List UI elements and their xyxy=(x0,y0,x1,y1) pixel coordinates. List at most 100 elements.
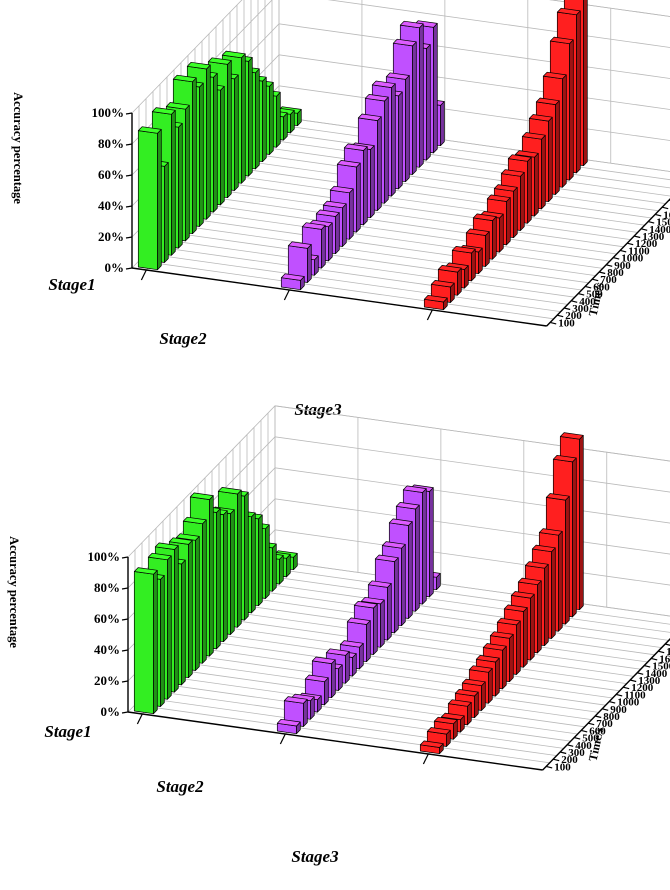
bar-top-face xyxy=(276,718,301,727)
bar-top-face xyxy=(542,71,567,80)
bar-side-face xyxy=(569,39,574,181)
bar-top-face xyxy=(133,567,158,575)
time-tick-label: 200 xyxy=(565,310,582,322)
gridline xyxy=(222,174,638,233)
bar-top-face xyxy=(549,36,574,45)
time-tick xyxy=(588,722,595,726)
bar-side-face xyxy=(328,222,333,262)
bar-top-face xyxy=(538,528,563,536)
bar-top-face xyxy=(189,492,214,500)
bar-side-face xyxy=(272,543,277,592)
time-tick xyxy=(637,672,644,675)
series-axis-line xyxy=(127,711,543,771)
bar-side-face xyxy=(216,508,221,650)
bar-side-face xyxy=(415,504,420,612)
bar-side-face xyxy=(223,510,228,643)
bar-top-face xyxy=(385,72,410,80)
bar-top-face xyxy=(461,678,486,687)
bar-side-face xyxy=(537,580,542,654)
bar-top-face xyxy=(168,537,193,545)
stage-tick xyxy=(426,309,433,321)
time-tick xyxy=(651,657,658,661)
time-tick-label: 1600 xyxy=(659,653,670,665)
gridline xyxy=(225,610,641,670)
bar-side-face xyxy=(429,487,434,598)
gridline xyxy=(194,202,610,262)
y-tick-label: 60% xyxy=(98,167,124,182)
y-tick-label: 100% xyxy=(88,549,121,564)
bar-side-face xyxy=(516,620,521,675)
bar-side-face xyxy=(391,83,396,197)
bar-top-face xyxy=(381,541,406,549)
bar-top-face xyxy=(472,213,497,221)
y-tick xyxy=(121,556,129,559)
bar-side-face xyxy=(258,514,263,607)
gridline xyxy=(549,0,670,17)
bar-side-face xyxy=(471,248,476,282)
bar-side-face xyxy=(502,645,507,690)
series-axis-line xyxy=(131,267,547,327)
time-tick xyxy=(564,307,571,311)
time-tick-label: 1000 xyxy=(617,697,640,709)
bar-front-face xyxy=(133,571,154,715)
bar-side-face xyxy=(377,116,382,211)
bar-stage2-200 xyxy=(287,241,312,283)
bar-side-face xyxy=(213,72,218,213)
bar-top-face xyxy=(475,655,500,663)
bar-top-face xyxy=(165,102,190,110)
bar-side-face xyxy=(164,162,169,263)
bar-side-face xyxy=(523,607,528,668)
time-tick-label: 800 xyxy=(607,267,624,279)
bar-side-face xyxy=(387,583,392,641)
y-tick xyxy=(121,680,129,683)
bar-top-face xyxy=(451,246,476,254)
bar-side-face xyxy=(555,100,560,195)
bar-top-face xyxy=(489,631,514,639)
bar-side-face xyxy=(335,212,340,255)
bar-side-face xyxy=(244,491,249,621)
time-tick xyxy=(602,708,609,711)
bar-side-face xyxy=(366,620,371,663)
y-tick xyxy=(125,143,133,146)
bar-top-face xyxy=(283,696,308,704)
time-tick xyxy=(571,300,578,303)
bar-side-face xyxy=(530,593,535,661)
bar-side-face xyxy=(206,64,211,220)
time-tick xyxy=(581,729,588,733)
bar-side-face xyxy=(331,659,336,699)
bar-side-face xyxy=(474,691,479,719)
y-tick xyxy=(121,711,129,714)
bar-top-face xyxy=(172,74,197,83)
bar-top-face xyxy=(468,665,493,673)
y-tick xyxy=(125,112,133,115)
y-tick xyxy=(121,587,129,590)
bar-top-face xyxy=(371,80,396,88)
bar-side-face xyxy=(269,82,274,155)
bar-top-face xyxy=(301,222,326,230)
bar-top-face xyxy=(175,533,200,541)
bar-side-face xyxy=(234,74,239,191)
time-tick-label: 1700 xyxy=(666,646,670,658)
bar-top-face xyxy=(465,228,490,236)
bar-side-face xyxy=(380,599,385,648)
bar-side-face xyxy=(426,44,431,161)
bar-top-face xyxy=(419,740,444,748)
bar-top-face xyxy=(186,61,211,70)
bar-side-face xyxy=(405,75,410,183)
time-tick-label: 1200 xyxy=(635,238,658,250)
time-tick-label: 700 xyxy=(596,718,613,730)
time-tick-label: 500 xyxy=(582,733,599,745)
gridline xyxy=(155,682,571,742)
y-tick xyxy=(125,174,133,177)
bar-side-face xyxy=(307,244,312,283)
gridline xyxy=(204,632,620,692)
gridline xyxy=(264,130,670,189)
bar-side-face xyxy=(492,216,497,260)
time-tick-label: 900 xyxy=(614,260,631,272)
gridline xyxy=(278,116,670,172)
bar-side-face xyxy=(178,122,183,249)
bar-top-face xyxy=(182,516,207,525)
y-tick-label: 40% xyxy=(94,642,120,657)
bar-top-face xyxy=(329,185,354,194)
bar-stage3-100 xyxy=(419,740,444,755)
